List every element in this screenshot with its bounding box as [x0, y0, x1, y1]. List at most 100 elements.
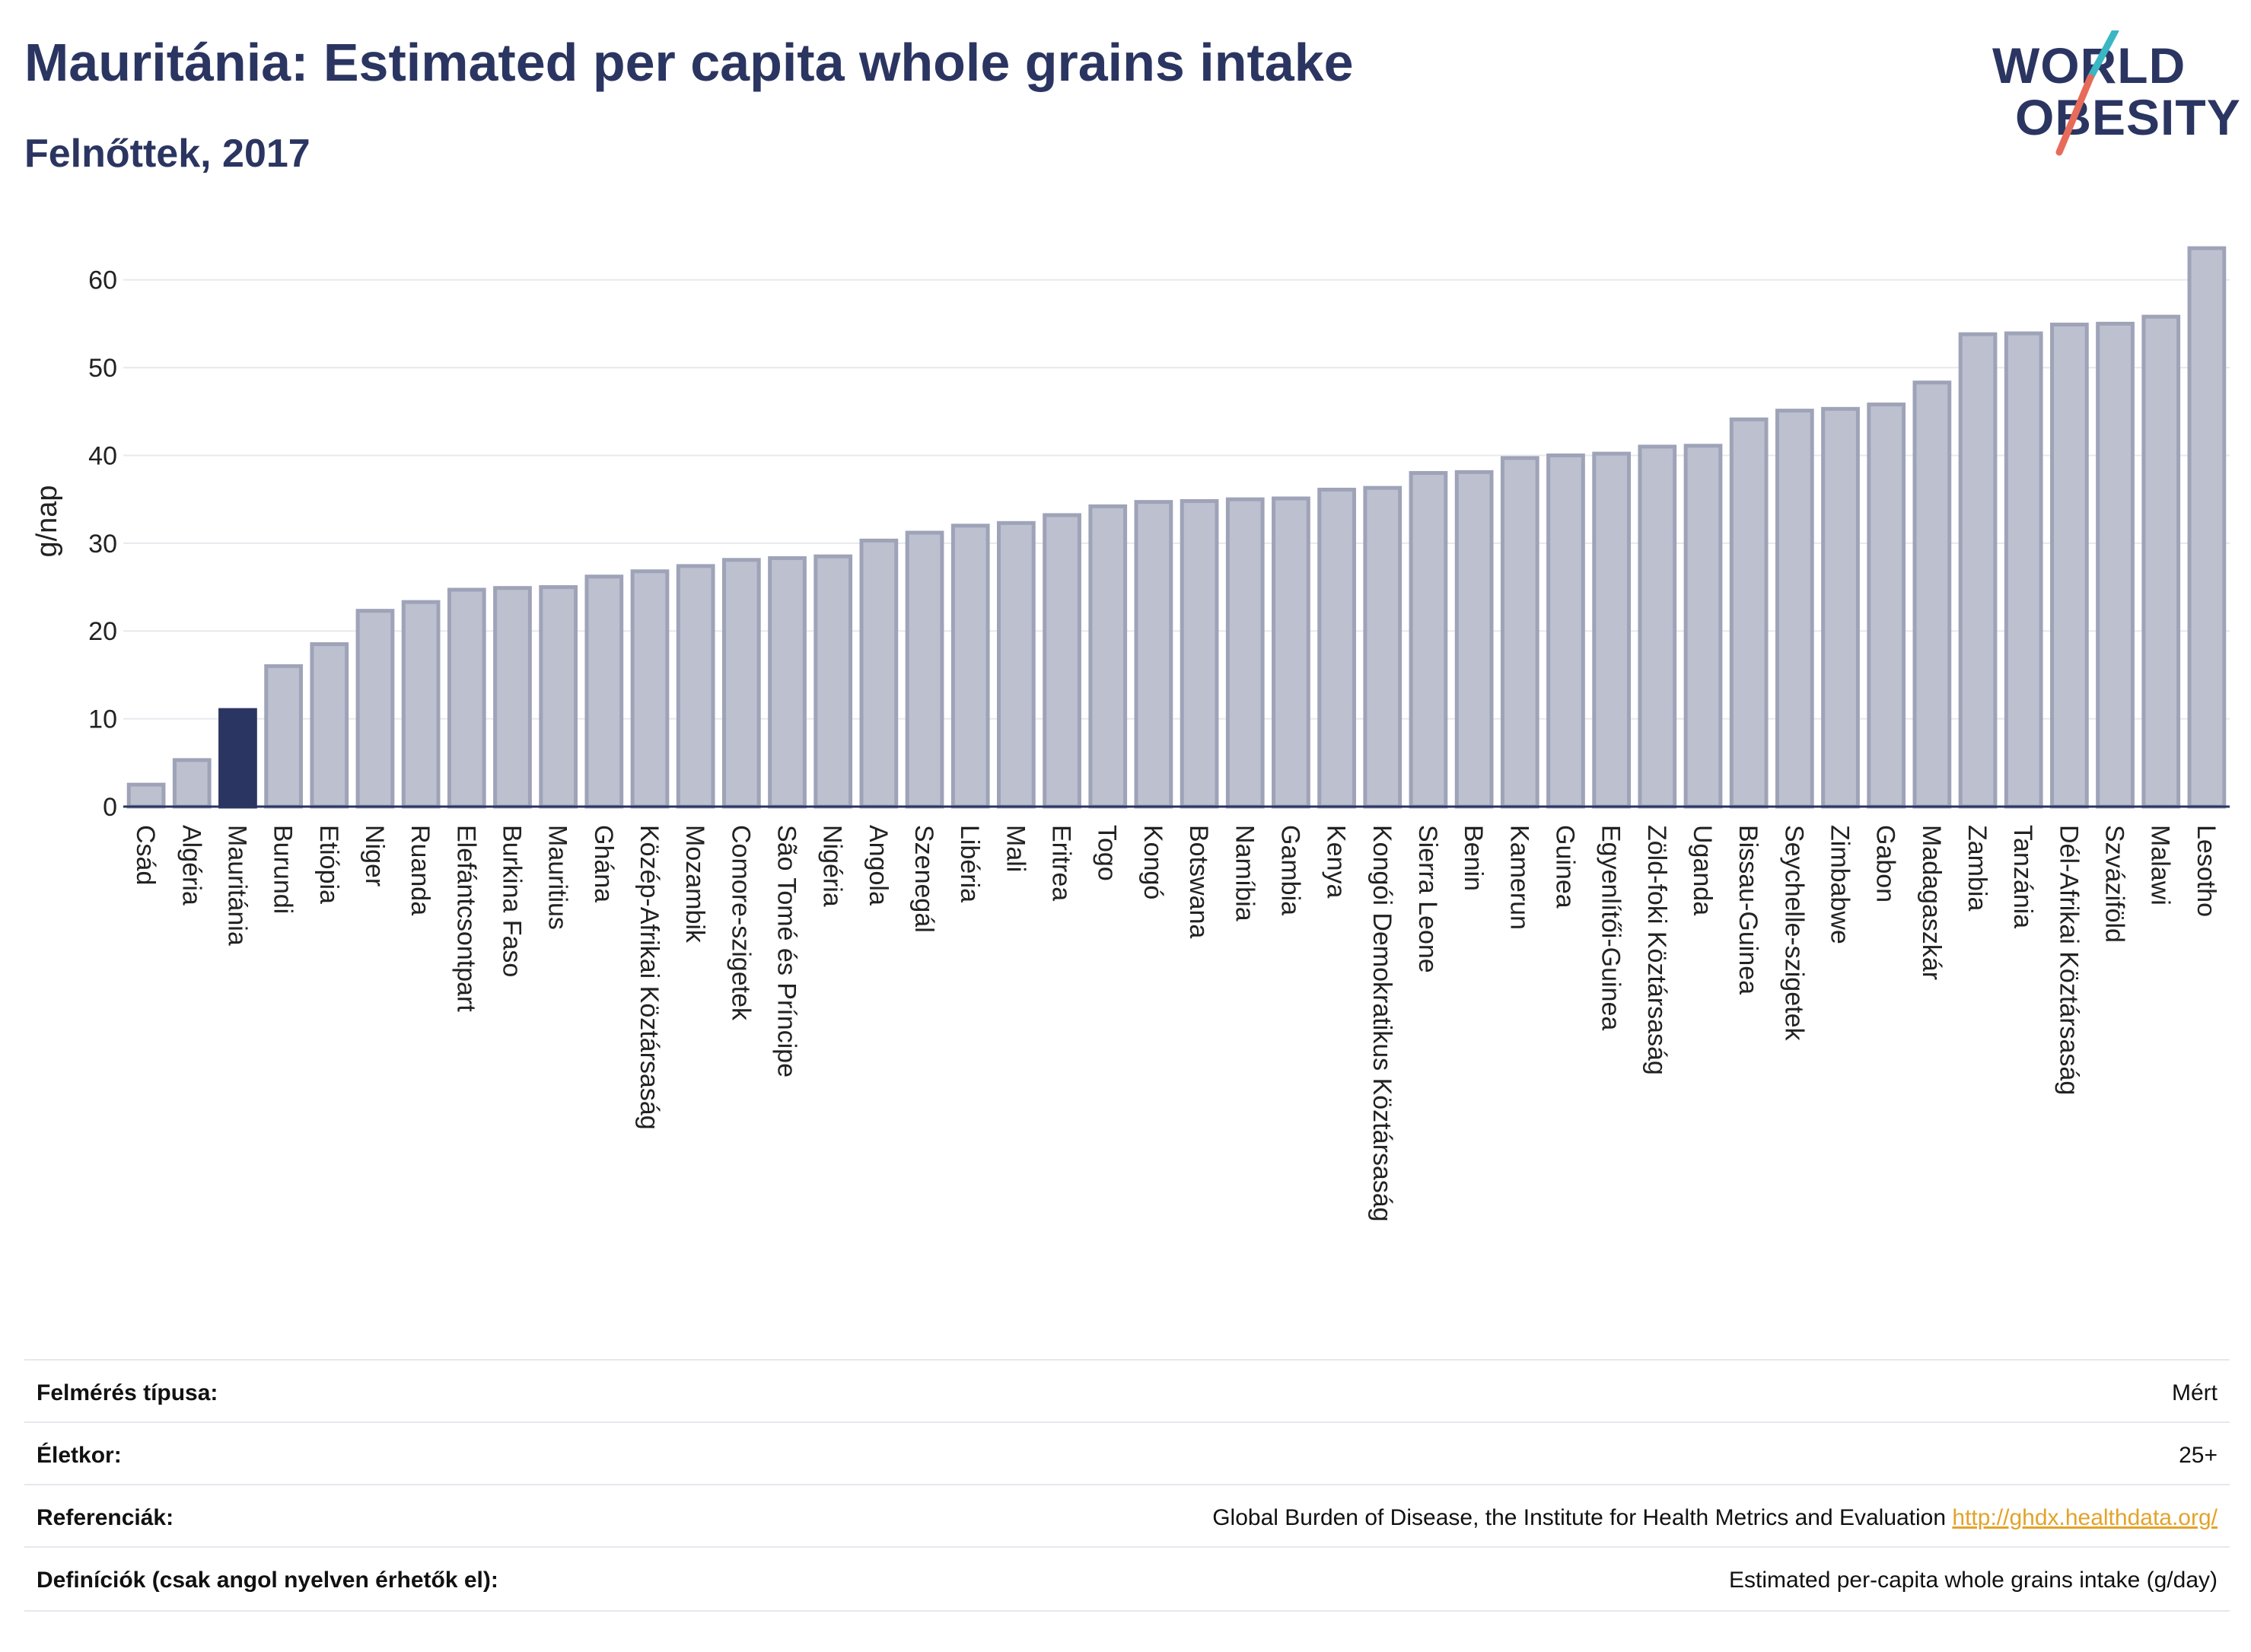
x-tick-label: Etiópia — [314, 825, 343, 904]
bar — [2141, 314, 2181, 809]
bar — [493, 586, 532, 809]
bar — [721, 558, 761, 809]
x-tick-label: Zöld-foki Köztársaság — [1642, 825, 1671, 1075]
logo-slash-icon — [2055, 30, 2119, 156]
bar — [2096, 321, 2135, 809]
bar — [1180, 498, 1219, 809]
bar — [1363, 485, 1402, 809]
bar — [310, 642, 349, 809]
x-tick-label: Bissau-Guinea — [1734, 825, 1762, 995]
meta-value: Estimated per-capita whole grains intake… — [1729, 1568, 2218, 1593]
x-tick-label: Kongó — [1138, 825, 1167, 899]
reference-text: Global Burden of Disease, the Institute … — [1212, 1505, 1947, 1530]
x-tick-label: Eritrea — [1047, 825, 1076, 901]
bar — [1317, 487, 1356, 809]
bar — [859, 538, 899, 809]
meta-label: Felmérés típusa: — [37, 1380, 218, 1405]
y-tick-label: 30 — [88, 530, 117, 559]
meta-value: 25+ — [2179, 1443, 2218, 1468]
x-tick-label: Ruanda — [406, 825, 435, 915]
bar — [630, 569, 670, 809]
page-title: Mauritánia: Estimated per capita whole g… — [24, 33, 1354, 92]
bar — [2004, 331, 2043, 809]
bar — [172, 758, 212, 809]
x-tick-label: Csád — [131, 825, 160, 885]
highlighted-bar — [218, 708, 257, 809]
x-tick-label: Seychelle-szigetek — [1779, 825, 1808, 1041]
meta-value: Global Burden of Disease, the Institute … — [1212, 1505, 2218, 1531]
x-tick-label: Zimbabwe — [1826, 825, 1855, 944]
x-tick-label: Tanzánia — [2008, 825, 2037, 928]
x-tick-label: Gabon — [1871, 825, 1900, 902]
bar — [1912, 380, 1952, 809]
meta-label: Definíciók (csak angol nyelven érhetők e… — [37, 1568, 498, 1593]
x-tick-label: Burkina Faso — [497, 825, 526, 977]
x-tick-label: Comore-szigetek — [726, 825, 755, 1021]
x-tick-label: Kenya — [1322, 825, 1351, 898]
bar — [768, 555, 807, 809]
x-tick-label: Angola — [864, 825, 893, 906]
bar — [905, 530, 944, 809]
meta-value: Mért — [2172, 1380, 2218, 1405]
x-tick-label: Benin — [1459, 825, 1488, 891]
x-tick-label: São Tomé és Príncipe — [772, 825, 801, 1077]
meta-row-survey-type: Felmérés típusa: Mért — [24, 1359, 2230, 1423]
bar — [264, 664, 303, 809]
bar — [1638, 444, 1677, 809]
bar — [355, 609, 395, 809]
y-tick-label: 40 — [88, 441, 117, 470]
bar — [1409, 471, 1448, 809]
bar — [1134, 500, 1173, 809]
meta-row-definitions: Definíciók (csak angol nyelven érhetők e… — [24, 1546, 2230, 1612]
x-tick-label: Mauritius — [543, 825, 572, 930]
x-tick-label: Togo — [1093, 825, 1122, 881]
bar — [1683, 444, 1723, 809]
meta-row-age: Életkor: 25+ — [24, 1421, 2230, 1485]
bar — [1729, 417, 1769, 809]
y-tick-label: 60 — [88, 266, 117, 295]
x-tick-label: Botswana — [1184, 825, 1213, 938]
x-tick-label: Lesotho — [2192, 825, 2221, 917]
bar — [539, 585, 578, 809]
x-tick-label: Niger — [360, 825, 389, 886]
bar — [1775, 409, 1814, 809]
reference-link[interactable]: http://ghdx.healthdata.org/ — [1952, 1505, 2218, 1530]
x-tick-label: Közép-Afrikai Köztársaság — [635, 825, 664, 1130]
bar — [1821, 406, 1860, 809]
bar — [950, 524, 990, 809]
bar — [1225, 497, 1265, 809]
x-tick-label: Algéria — [177, 825, 205, 906]
y-tick-label: 50 — [88, 354, 117, 383]
x-tick-label: Kongói Demokratikus Köztársaság — [1367, 825, 1396, 1222]
bar — [1592, 451, 1632, 809]
world-obesity-logo: WORLD OBESITY — [1979, 30, 2240, 160]
bar — [584, 575, 624, 809]
x-tick-label: Burundi — [269, 825, 298, 914]
x-tick-label: Nigéria — [818, 825, 847, 907]
bar — [1043, 513, 1081, 809]
meta-label: Életkor: — [37, 1443, 122, 1468]
bar — [2050, 323, 2089, 809]
x-tick-label: Mali — [1001, 825, 1030, 872]
x-tick-label: Uganda — [1688, 825, 1717, 915]
y-tick-label: 20 — [88, 617, 117, 646]
x-tick-label: Szenegál — [909, 825, 938, 933]
x-tick-label: Guinea — [1550, 825, 1579, 909]
bar-chart: 0 10 20 30 40 50 60 g/nap Csád Algéria Mauritánia B… — [31, 246, 2230, 1222]
y-tick-label: 0 — [103, 793, 117, 822]
x-tick-label: Dél-Afrikai Köztársaság — [2054, 825, 2083, 1095]
x-tick-label: Szváziföld — [2100, 825, 2129, 943]
x-tick-label: Mauritánia — [222, 825, 251, 946]
bar — [2187, 246, 2227, 809]
x-tick-label: Namíbia — [1230, 825, 1259, 921]
x-tick-label: Zambia — [1963, 825, 1992, 911]
bar — [676, 564, 715, 809]
meta-label: Referenciák: — [37, 1505, 174, 1530]
bar — [1867, 403, 1906, 809]
x-tick-label: Ghána — [589, 825, 618, 902]
meta-row-references: Referenciák: Global Burden of Disease, t… — [24, 1484, 2230, 1548]
bar — [1500, 456, 1539, 809]
bar — [1546, 453, 1585, 809]
bar — [1272, 496, 1310, 809]
bar — [126, 782, 166, 809]
